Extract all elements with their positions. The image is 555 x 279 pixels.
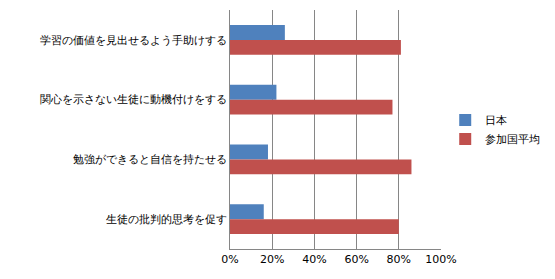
svg-text:60%: 60% [344,253,368,266]
svg-text:生徒の批判的思考を促す: 生徒の批判的思考を促す [106,213,227,226]
svg-text:0%: 0% [221,253,238,266]
svg-text:学習の価値を見出せるよう手助けする: 学習の価値を見出せるよう手助けする [40,34,227,47]
svg-text:関心を示さない生徒に動機付けをする: 関心を示さない生徒に動機付けをする [40,93,227,106]
svg-text:日本: 日本 [485,114,507,127]
svg-text:勉強ができると自信を持たせる: 勉強ができると自信を持たせる [73,153,227,166]
svg-text:20%: 20% [260,253,284,266]
svg-text:40%: 40% [302,253,326,266]
svg-text:80%: 80% [387,253,411,266]
svg-text:参加国平均: 参加国平均 [485,133,540,146]
svg-text:100%: 100% [425,253,456,266]
